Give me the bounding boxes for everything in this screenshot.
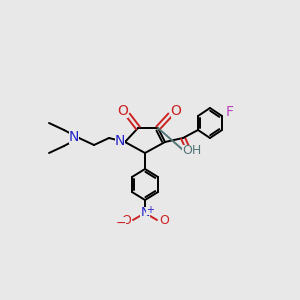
Text: N: N	[115, 134, 125, 148]
Text: O: O	[118, 104, 128, 118]
Text: −: −	[116, 217, 126, 230]
Text: O: O	[171, 104, 182, 118]
Text: N: N	[140, 206, 150, 220]
Text: N: N	[69, 130, 79, 144]
Text: O: O	[121, 214, 131, 226]
Text: OH: OH	[182, 145, 202, 158]
Text: +: +	[146, 205, 154, 215]
Text: O: O	[159, 214, 169, 226]
Text: F: F	[226, 105, 234, 119]
